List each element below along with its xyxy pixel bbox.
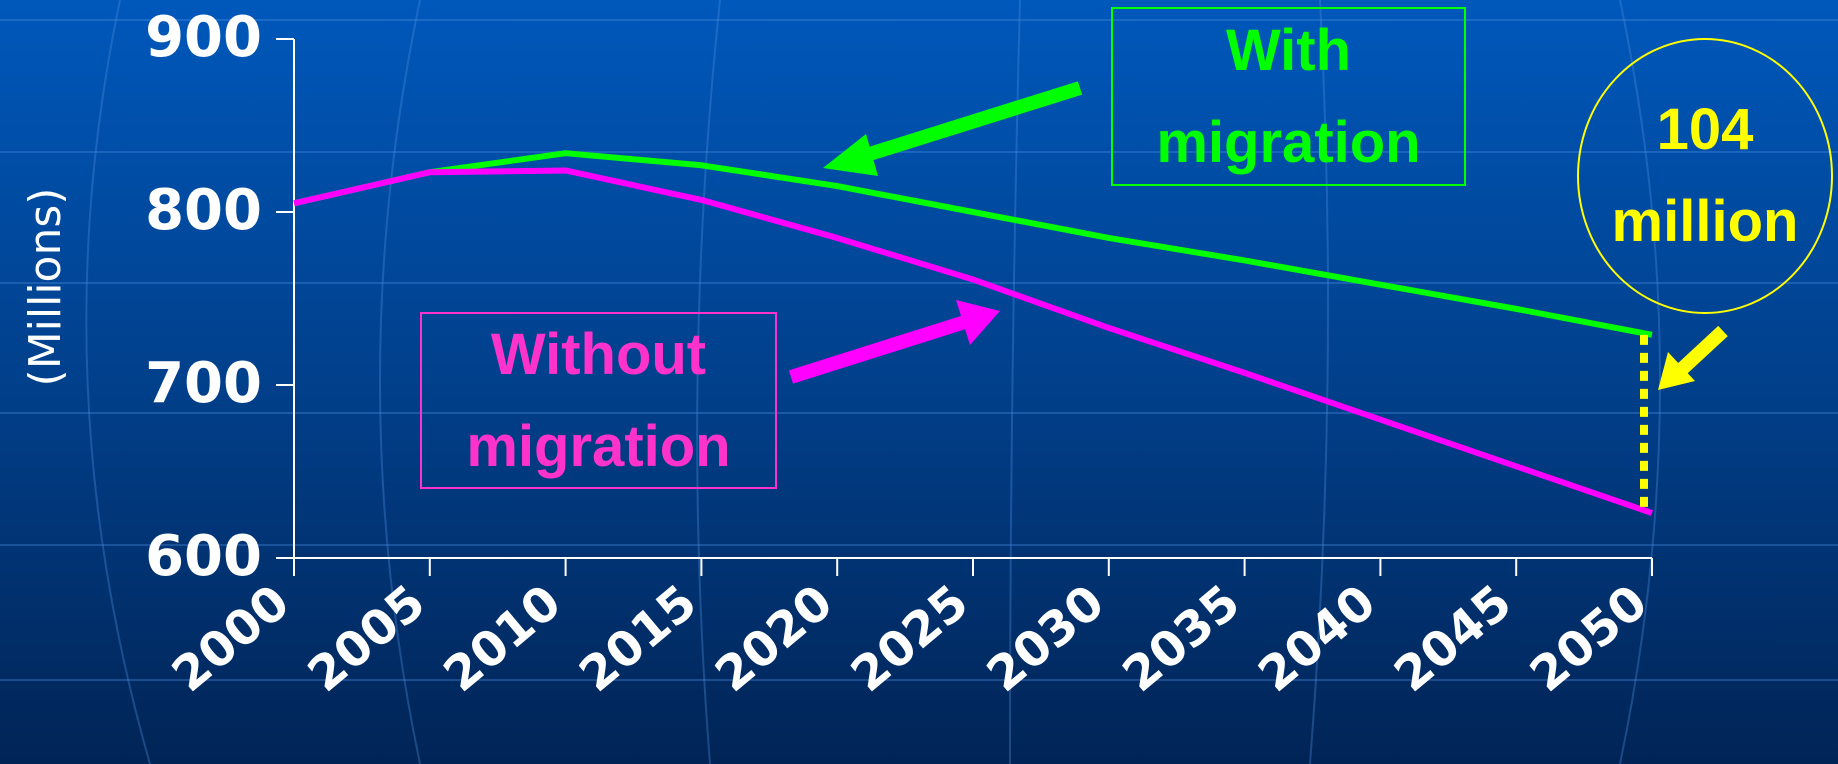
arrows (788, 81, 1728, 390)
x-tick-label: 2025 (841, 574, 979, 703)
x-tick-label: 2005 (298, 574, 436, 703)
y-tick-label: 900 (145, 5, 262, 70)
x-tick-label: 2020 (705, 574, 843, 703)
x-tick-label: 2035 (1112, 574, 1250, 703)
y-tick-label: 800 (145, 178, 262, 243)
y-tick-label: 700 (145, 351, 262, 416)
y-tick-label: 600 (145, 524, 262, 589)
annotation: 104 million (1611, 97, 1799, 254)
legend-label: With migration (1156, 17, 1421, 175)
x-tick-label: 2040 (1248, 574, 1386, 703)
x-tick-label: 2000 (162, 574, 300, 703)
annotation-circle (1577, 38, 1833, 314)
legend-box (420, 312, 777, 489)
x-tick-label: 2010 (433, 574, 571, 703)
series-line (293, 167, 1653, 516)
x-tick-label: 2045 (1384, 574, 1522, 703)
x-tick-label: 2050 (1520, 574, 1658, 703)
x-tick-label: 2015 (569, 574, 707, 703)
series-line (293, 150, 1653, 338)
y-axis-label: (Millions) (20, 188, 71, 387)
legend-box (1111, 7, 1466, 186)
x-tick-label: 2030 (977, 574, 1115, 703)
legend-label: Without migration (466, 321, 731, 479)
